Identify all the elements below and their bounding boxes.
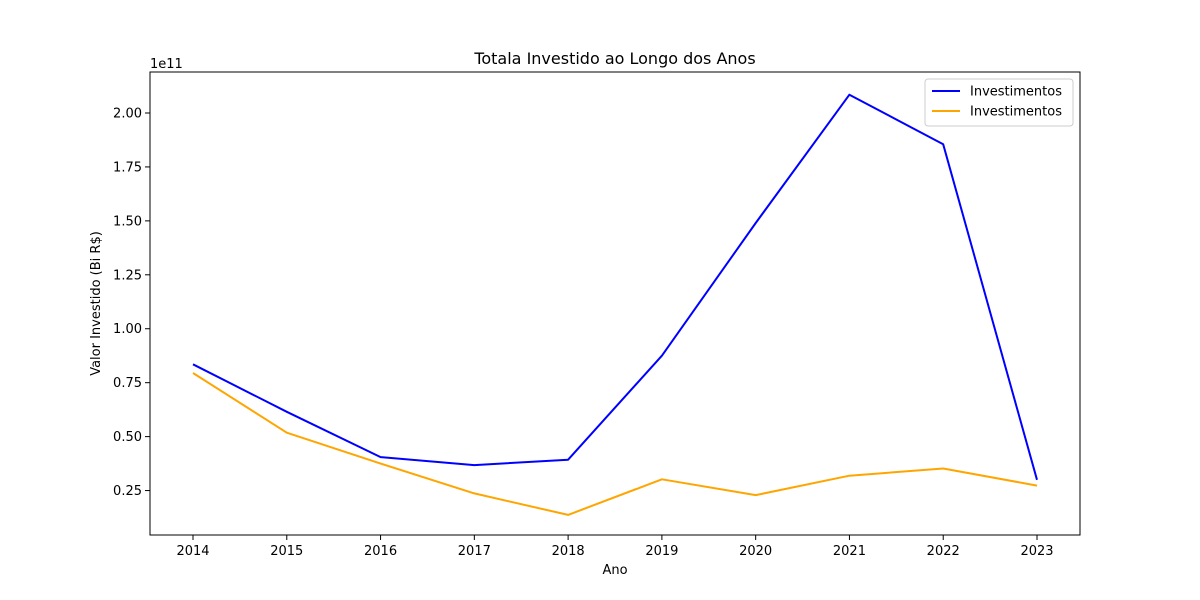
legend-label: Investimentos <box>970 105 1062 120</box>
y-tick-label: 2.00 <box>113 106 142 121</box>
x-tick-label: 2016 <box>364 544 397 559</box>
x-tick-label: 2019 <box>645 544 678 559</box>
x-axis-label: Ano <box>602 563 627 578</box>
y-tick-label: 0.25 <box>113 484 142 499</box>
y-tick-label: 1.00 <box>113 322 142 337</box>
y-tick-label: 1.50 <box>113 214 142 229</box>
y-tick-label: 0.75 <box>113 376 142 391</box>
y-axis-label: Valor Investido (Bi R$) <box>89 231 104 376</box>
legend: Investimentos Investimentos <box>924 78 1074 127</box>
series-line-2 <box>192 372 1038 516</box>
x-tick-label: 2021 <box>833 544 866 559</box>
chart-title: Totala Investido ao Longo dos Anos <box>473 49 755 68</box>
series-lines <box>192 93 1038 516</box>
axes-frame <box>149 71 1081 536</box>
x-tick-label: 2015 <box>270 544 303 559</box>
x-tick-label: 2023 <box>1020 544 1053 559</box>
y-axis: 0.25 0.50 0.75 1.00 1.25 1.50 1.75 2.00 <box>113 106 150 499</box>
y-offset-text: 1e11 <box>150 57 183 72</box>
x-tick-label: 2017 <box>458 544 491 559</box>
x-tick-label: 2020 <box>739 544 772 559</box>
y-tick-label: 1.25 <box>113 268 142 283</box>
x-tick-label: 2022 <box>927 544 960 559</box>
y-tick-label: 1.75 <box>113 160 142 175</box>
legend-box <box>924 78 1074 127</box>
x-tick-label: 2018 <box>552 544 585 559</box>
series-line-1 <box>192 93 1038 481</box>
y-tick-label: 0.50 <box>113 430 142 445</box>
x-tick-label: 2014 <box>176 544 209 559</box>
legend-label: Investimentos <box>970 85 1062 100</box>
x-axis: 2014 2015 2016 2017 2018 2019 2020 2021 2022 2023 <box>176 535 1054 559</box>
